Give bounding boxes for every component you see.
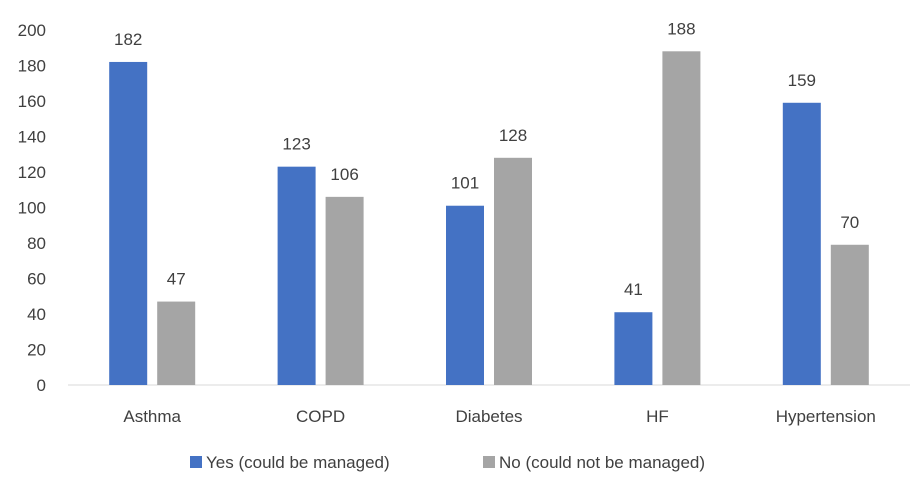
bar-yes-asthma — [109, 61, 148, 385]
bar-yes-hf — [614, 312, 653, 385]
data-label: 128 — [499, 126, 527, 145]
y-tick-label: 40 — [27, 305, 46, 324]
legend-label: No (could not be managed) — [499, 453, 705, 472]
bar-no-hypertension — [830, 244, 869, 385]
category-labels: Asthma COPD Diabetes HF Hypertension — [123, 407, 876, 426]
y-tick-label: 100 — [18, 199, 46, 218]
bar-no-asthma — [157, 301, 196, 385]
bar-yes-copd — [277, 166, 316, 385]
y-axis: 0 20 40 60 80 100 120 140 160 180 200 — [18, 21, 46, 395]
data-labels: 182 47 123 106 101 128 41 188 159 70 — [114, 19, 859, 299]
bar-no-diabetes — [494, 157, 532, 385]
y-tick-label: 160 — [18, 92, 46, 111]
y-tick-label: 60 — [27, 270, 46, 289]
data-label: 70 — [840, 213, 859, 232]
legend-label: Yes (could be managed) — [206, 453, 390, 472]
y-tick-label: 120 — [18, 163, 46, 182]
category-label: Diabetes — [455, 407, 522, 426]
y-tick-label: 140 — [18, 128, 46, 147]
y-tick-label: 20 — [27, 341, 46, 360]
category-label: Hypertension — [776, 407, 876, 426]
bar-no-hf — [662, 51, 701, 386]
data-label: 182 — [114, 30, 142, 49]
category-label: HF — [646, 407, 669, 426]
data-label: 188 — [667, 19, 695, 38]
y-tick-label: 180 — [18, 57, 46, 76]
data-label: 101 — [451, 174, 479, 193]
data-label: 123 — [282, 135, 310, 154]
y-tick-label: 200 — [18, 21, 46, 40]
y-tick-label: 80 — [27, 234, 46, 253]
legend: Yes (could be managed) No (could not be m… — [190, 453, 705, 472]
data-label: 106 — [330, 165, 358, 184]
y-tick-label: 0 — [37, 376, 46, 395]
legend-swatch — [190, 456, 202, 468]
bars — [109, 51, 869, 386]
category-label: Asthma — [123, 407, 181, 426]
data-label: 47 — [167, 270, 186, 289]
bar-yes-hypertension — [782, 102, 821, 386]
category-label: COPD — [296, 407, 345, 426]
data-label: 159 — [788, 71, 816, 90]
bar-no-copd — [325, 196, 364, 385]
data-label: 41 — [624, 280, 643, 299]
bar-yes-diabetes — [446, 205, 484, 385]
legend-swatch — [483, 456, 495, 468]
